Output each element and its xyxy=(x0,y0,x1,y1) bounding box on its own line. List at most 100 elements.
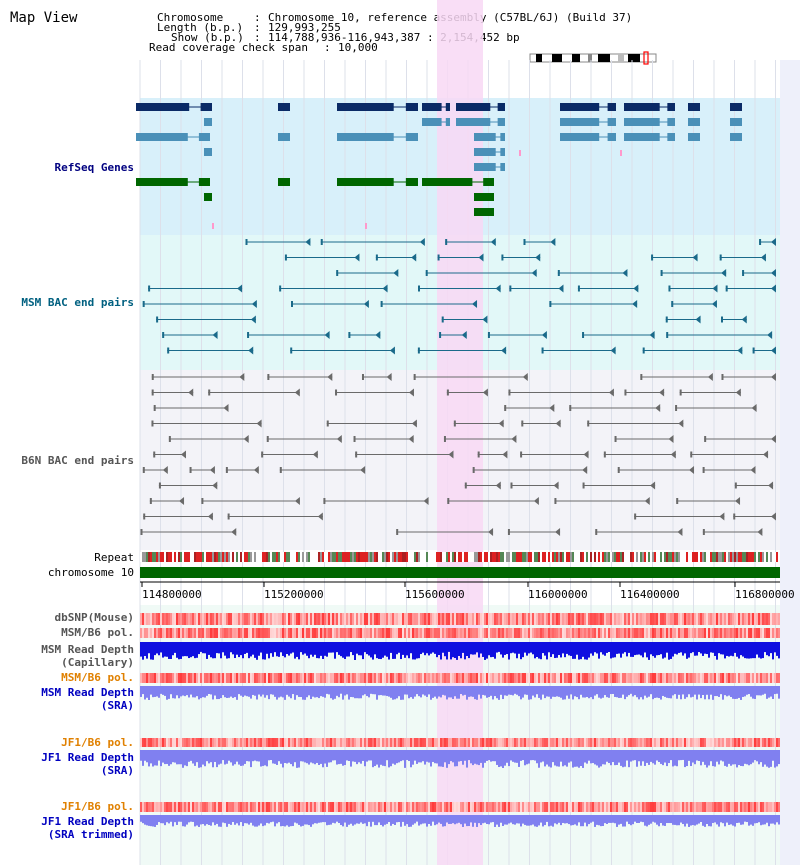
read-depth-bar xyxy=(612,750,614,763)
read-depth-bar xyxy=(432,815,434,822)
repeat-mark xyxy=(444,552,446,562)
polymorphism-mark xyxy=(412,738,414,747)
polymorphism-mark xyxy=(198,738,200,747)
read-depth-bar xyxy=(480,815,482,825)
b6n-bac-arrow xyxy=(659,388,665,397)
polymorphism-mark xyxy=(140,613,142,625)
repeat-mark xyxy=(378,552,380,562)
read-depth-bar xyxy=(608,815,610,823)
read-depth-bar xyxy=(448,686,450,698)
read-depth-bar xyxy=(358,815,360,824)
polymorphism-mark xyxy=(656,628,658,638)
polymorphism-mark xyxy=(734,673,736,683)
repeat-mark xyxy=(658,552,660,562)
polymorphism-mark xyxy=(418,802,420,812)
polymorphism-mark xyxy=(426,613,428,625)
read-depth-bar xyxy=(208,686,210,694)
repeat-mark xyxy=(662,552,664,562)
polymorphism-mark xyxy=(282,673,284,683)
read-depth-bar xyxy=(346,815,348,827)
chromosome-ideogram[interactable] xyxy=(528,50,663,66)
read-depth-bar xyxy=(778,815,780,825)
polymorphism-mark xyxy=(336,738,338,747)
repeat-mark xyxy=(550,552,552,562)
polymorphism-mark xyxy=(602,738,604,747)
read-depth-bar xyxy=(322,642,324,659)
polymorphism-mark xyxy=(368,613,370,625)
polymorphism-mark xyxy=(678,628,680,638)
read-depth-bar xyxy=(210,642,212,658)
repeat-mark xyxy=(304,552,306,562)
read-depth-bar xyxy=(266,642,268,654)
polymorphism-mark xyxy=(182,738,184,747)
polymorphism-mark xyxy=(548,613,550,625)
polymorphism-mark xyxy=(628,673,630,683)
polymorphism-mark xyxy=(624,613,626,625)
polymorphism-mark xyxy=(354,738,356,747)
read-depth-bar xyxy=(452,686,454,699)
polymorphism-mark xyxy=(466,802,468,812)
repeat-mark xyxy=(202,552,204,562)
polymorphism-mark xyxy=(328,673,330,683)
polymorphism-mark xyxy=(318,802,320,812)
gene-exon xyxy=(204,193,212,201)
polymorphism-mark xyxy=(302,738,304,747)
polymorphism-mark xyxy=(532,613,534,625)
polymorphism-mark xyxy=(450,738,452,747)
read-depth-bar xyxy=(238,750,240,765)
polymorphism-mark xyxy=(528,673,530,683)
b6n-bac-end xyxy=(587,420,590,427)
polymorphism-mark xyxy=(650,738,652,747)
read-depth-bar xyxy=(458,815,460,823)
read-depth-bar xyxy=(576,642,578,655)
read-depth-bar xyxy=(772,815,774,824)
polymorphism-mark xyxy=(236,613,238,625)
read-depth-bar xyxy=(154,686,156,697)
polymorphism-mark xyxy=(164,613,166,625)
read-depth-bar xyxy=(624,815,626,827)
polymorphism-mark xyxy=(288,802,290,812)
read-depth-bar xyxy=(432,642,434,653)
polymorphism-mark xyxy=(432,802,434,812)
polymorphism-mark xyxy=(496,613,498,625)
read-depth-bar xyxy=(216,815,218,824)
polymorphism-mark xyxy=(366,802,368,812)
polymorphism-mark xyxy=(642,673,644,683)
read-depth-bar xyxy=(190,642,192,658)
polymorphism-mark xyxy=(686,613,688,625)
read-depth-bar xyxy=(608,686,610,698)
msm-bac-end xyxy=(445,239,448,245)
polymorphism-mark xyxy=(652,613,654,625)
polymorphism-mark xyxy=(472,673,474,683)
read-depth-bar xyxy=(614,686,616,697)
read-depth-bar xyxy=(290,815,292,827)
repeat-mark xyxy=(622,552,624,562)
read-depth-bar xyxy=(212,686,214,700)
polymorphism-mark xyxy=(300,628,302,638)
read-depth-bar xyxy=(774,815,776,825)
polymorphism-mark xyxy=(284,738,286,747)
polymorphism-mark xyxy=(514,673,516,683)
read-depth-bar xyxy=(728,815,730,825)
polymorphism-mark xyxy=(738,628,740,638)
repeat-mark xyxy=(160,552,162,562)
repeat-mark xyxy=(200,552,202,562)
polymorphism-mark xyxy=(286,628,288,638)
read-depth-bar xyxy=(404,815,406,826)
read-depth-bar xyxy=(464,815,466,824)
polymorphism-mark xyxy=(714,613,716,625)
polymorphism-mark xyxy=(204,738,206,747)
polymorphism-mark xyxy=(380,673,382,683)
read-depth-bar xyxy=(474,750,476,764)
read-depth-bar xyxy=(692,815,694,826)
polymorphism-mark xyxy=(204,613,206,625)
read-depth-bar xyxy=(494,642,496,659)
read-depth-bar xyxy=(658,815,660,827)
read-depth-bar xyxy=(590,642,592,654)
b6n-bac-arrow xyxy=(502,450,508,459)
polymorphism-mark xyxy=(512,613,514,625)
read-depth-bar xyxy=(172,815,174,827)
polymorphism-mark xyxy=(708,613,710,625)
read-depth-bar xyxy=(596,686,598,695)
